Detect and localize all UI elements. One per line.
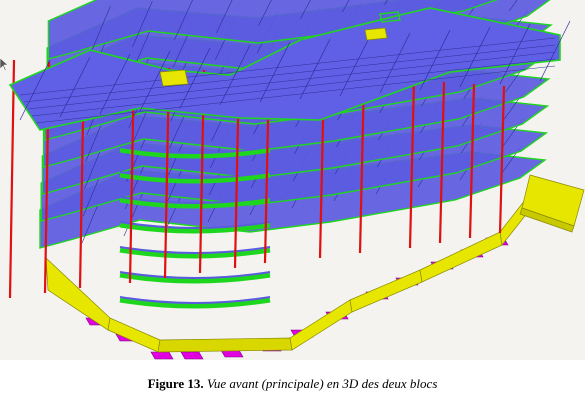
column (8, 59, 16, 299)
stair-opening (364, 27, 388, 41)
roof-panel-line (299, 38, 331, 100)
foundation-wall (107, 317, 161, 353)
foundation-wall (157, 337, 293, 353)
roof-panel-line (379, 32, 411, 94)
column (468, 83, 476, 239)
slab-panel-line (174, 0, 193, 41)
roof-panel-line (499, 23, 531, 85)
roof-panel-line (139, 50, 171, 112)
roof-panel-line (339, 35, 371, 97)
floor-slab (47, 0, 499, 60)
balcony-slab (119, 196, 271, 204)
balcony-slab (119, 171, 271, 179)
roof-panel-line (19, 59, 51, 121)
balcony-edge (119, 197, 271, 209)
roof-edge (379, 11, 401, 23)
foundation-ramp (521, 174, 585, 227)
balcony-slab (119, 221, 271, 229)
column (358, 77, 366, 254)
balcony-edge (119, 222, 271, 234)
roof-panel-line (419, 29, 451, 91)
balcony-edge (119, 297, 271, 309)
foundation-wall (349, 269, 423, 313)
balcony-slab (119, 246, 271, 254)
balcony-slab (119, 296, 271, 304)
foundation-wall (419, 231, 503, 283)
slab-panel-line (127, 108, 148, 156)
slab-panel-line (508, 0, 518, 12)
balcony-edge (119, 247, 271, 259)
roof-panel-line (539, 20, 571, 82)
foundation-ramp-edge (519, 207, 575, 233)
roof-panel-line (179, 47, 211, 109)
balcony-edge (119, 172, 271, 184)
column (438, 81, 446, 244)
roof-panel-line (35, 65, 556, 124)
column (408, 79, 416, 249)
roof-panel-line (27, 51, 556, 110)
balcony-edge (119, 147, 271, 159)
roof-panel-line (459, 26, 491, 88)
figure-caption-text: Vue avant (principale) en 3D des deux bl… (206, 376, 438, 391)
slab-panel-line (216, 0, 233, 34)
roof-panel-line (23, 44, 556, 103)
slab-panel-line (90, 5, 111, 55)
balcony-slab (119, 271, 271, 279)
figure-label: Figure 13. (147, 376, 204, 391)
slab-panel-line (132, 0, 153, 48)
roof-slab (8, 7, 561, 131)
figure-caption: Figure 13. Vue avant (principale) en 3D … (0, 376, 585, 392)
slab-panel-line (342, 0, 350, 13)
balcony-slab (119, 146, 271, 154)
3d-model-viewport[interactable] (0, 0, 585, 360)
balcony-edge (119, 272, 271, 284)
footing (180, 351, 204, 360)
foundation-wall (45, 257, 111, 331)
stair-opening (159, 69, 189, 87)
mouse-cursor-icon (0, 58, 8, 72)
footing (150, 351, 174, 360)
foundation-wall (289, 299, 353, 351)
roof-panel-line (59, 56, 91, 118)
roof-panel-line (99, 53, 131, 115)
roof-panel-line (31, 58, 556, 117)
roof-panel-line (259, 41, 291, 103)
slab-panel-line (258, 0, 272, 27)
column (498, 85, 506, 234)
slab-panel-line (300, 0, 311, 20)
roof-panel-line (19, 37, 556, 96)
